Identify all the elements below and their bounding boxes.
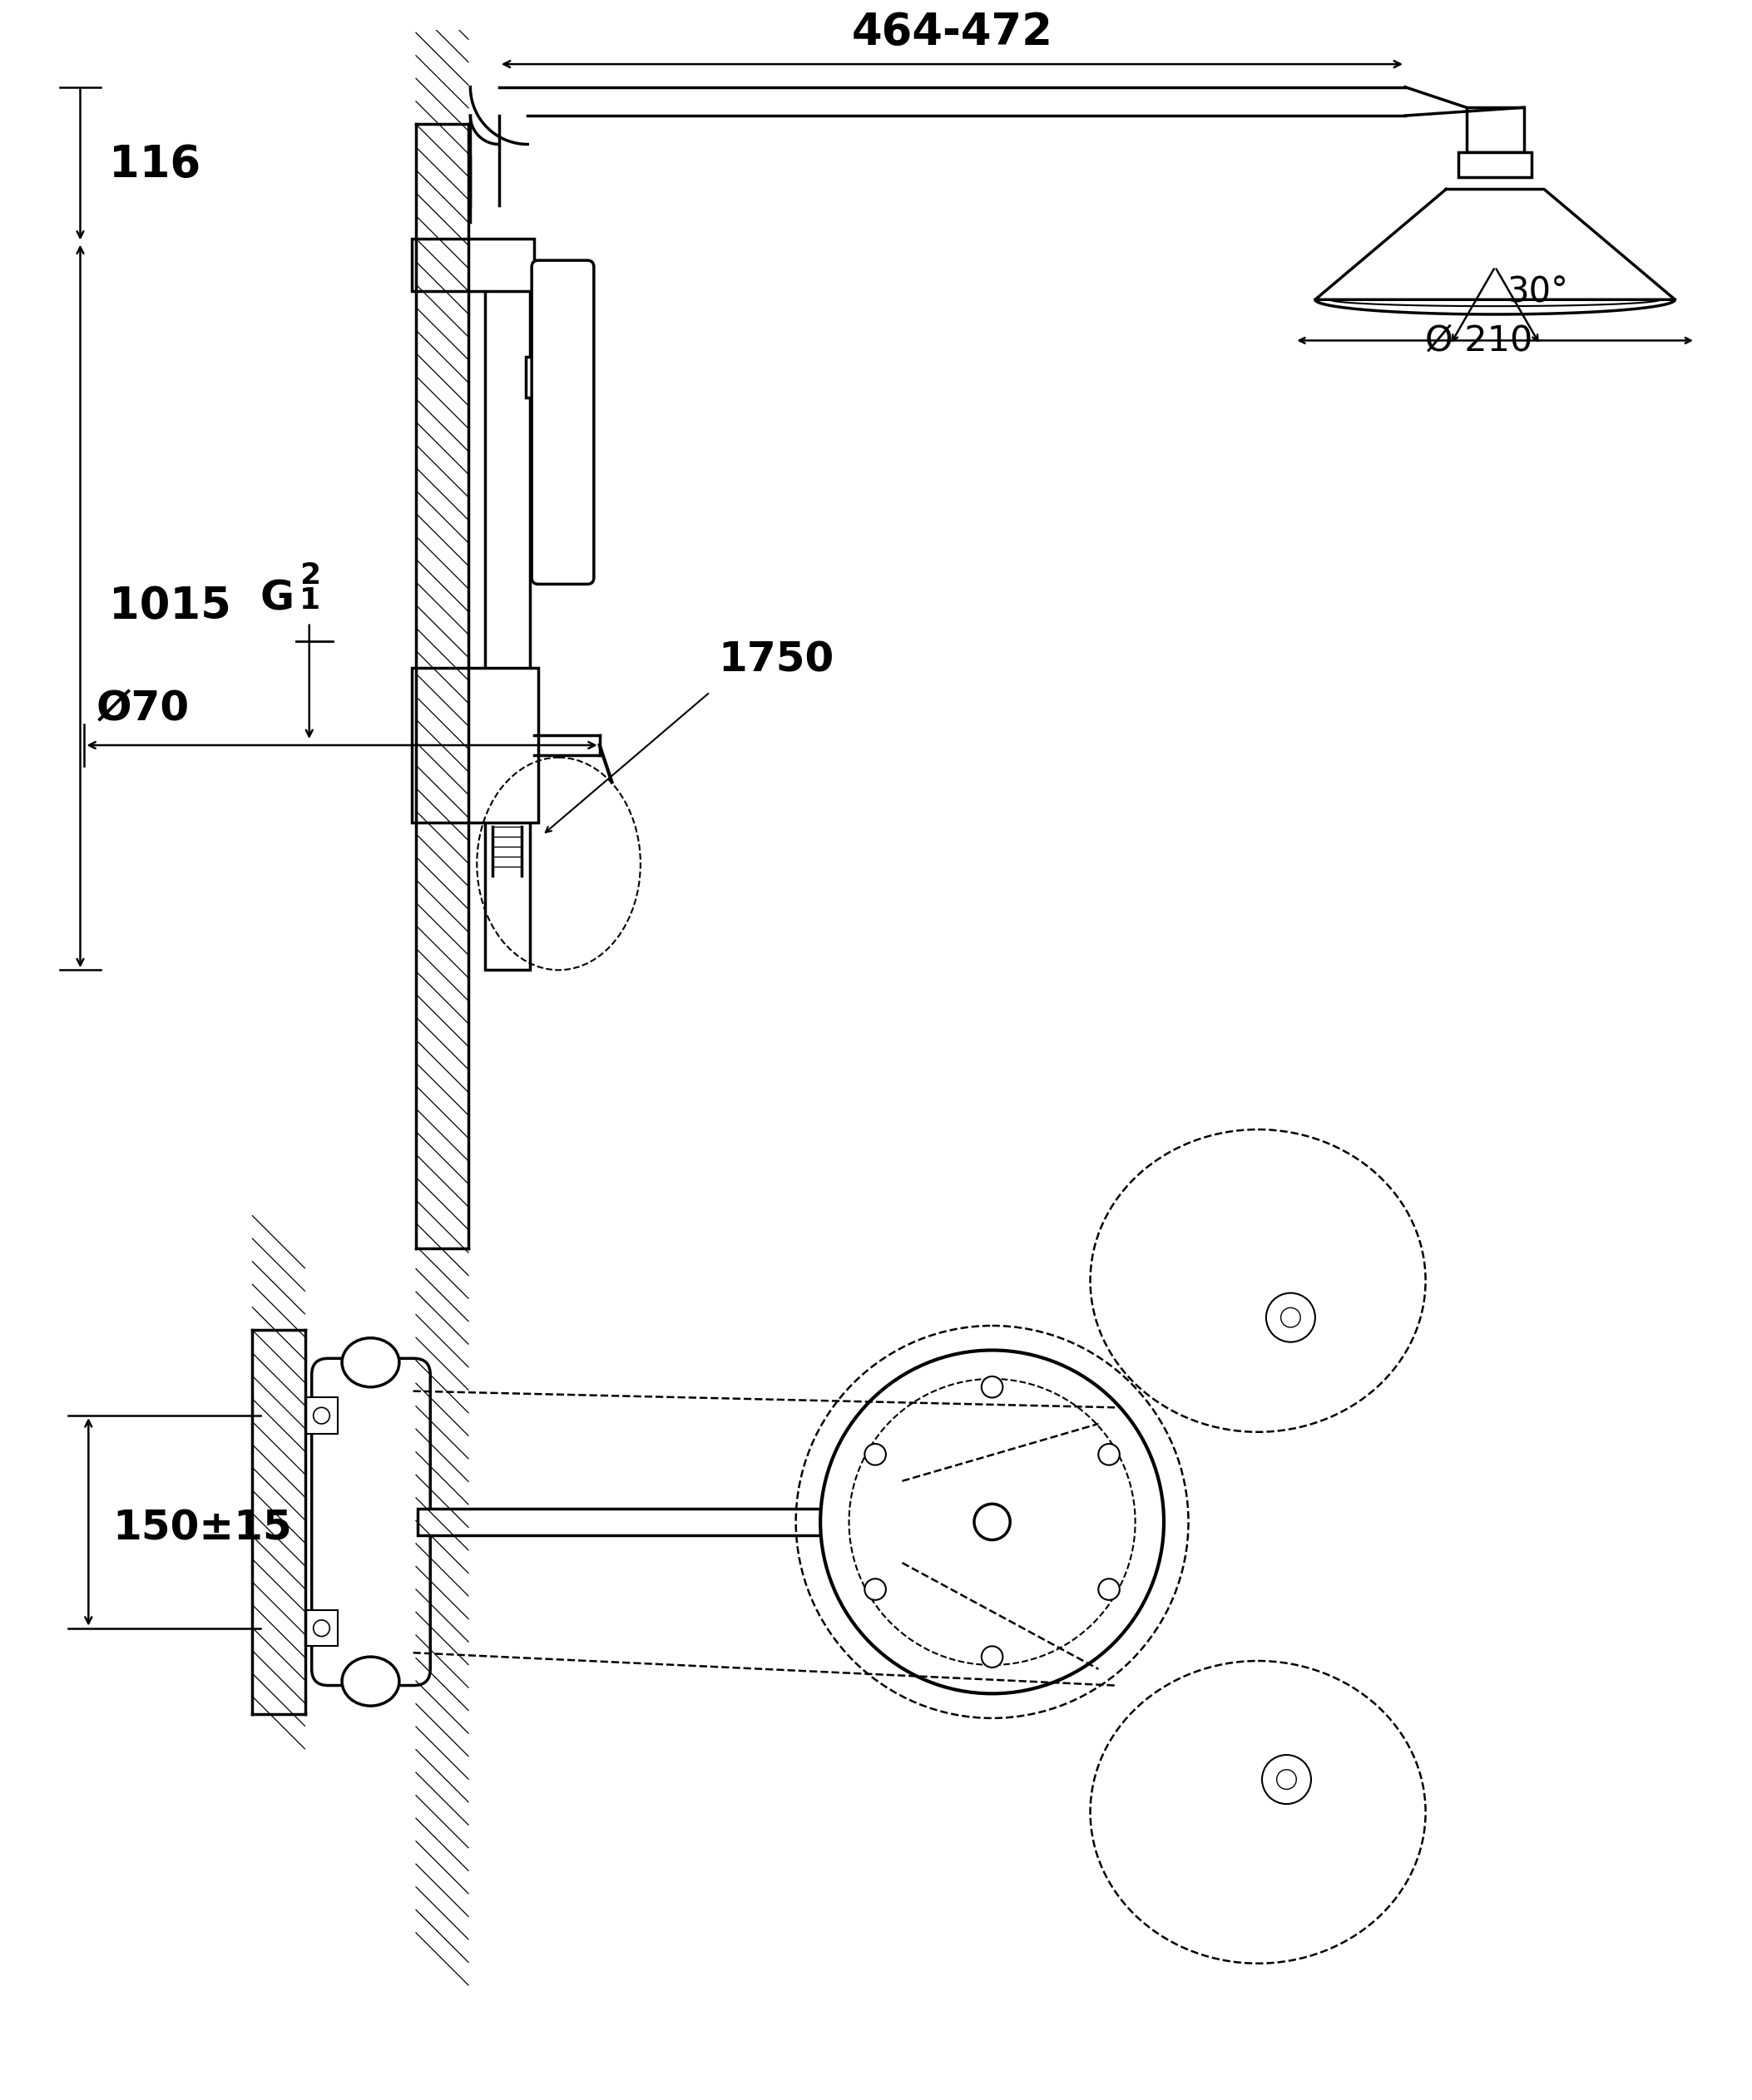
- Circle shape: [981, 1646, 1002, 1667]
- Circle shape: [1261, 1756, 1310, 1804]
- Circle shape: [981, 1376, 1002, 1399]
- Circle shape: [974, 1504, 1011, 1539]
- Text: 464-472: 464-472: [851, 10, 1053, 55]
- Bar: [526, 357, 583, 397]
- Bar: [412, 668, 538, 823]
- Ellipse shape: [342, 1657, 399, 1705]
- Circle shape: [1099, 1579, 1120, 1600]
- Circle shape: [865, 1445, 887, 1466]
- Bar: [305, 1611, 338, 1646]
- Bar: [485, 242, 531, 970]
- Text: G: G: [261, 580, 294, 620]
- FancyBboxPatch shape: [531, 260, 594, 584]
- Circle shape: [865, 1579, 887, 1600]
- Circle shape: [314, 1619, 329, 1636]
- Text: Ø70: Ø70: [96, 689, 189, 729]
- Bar: [1458, 153, 1531, 176]
- Circle shape: [314, 1407, 329, 1424]
- Bar: [1466, 107, 1524, 153]
- Circle shape: [820, 1350, 1163, 1693]
- FancyBboxPatch shape: [312, 1359, 431, 1686]
- Text: 2: 2: [300, 561, 321, 590]
- Bar: [417, 1508, 899, 1535]
- Circle shape: [1099, 1445, 1120, 1466]
- Text: 1015: 1015: [109, 584, 231, 628]
- Text: 116: 116: [109, 143, 201, 187]
- Circle shape: [1267, 1294, 1316, 1342]
- Text: 30°: 30°: [1507, 273, 1568, 309]
- Ellipse shape: [342, 1338, 399, 1386]
- Text: 150±15: 150±15: [112, 1508, 293, 1548]
- Bar: [305, 1399, 338, 1434]
- Bar: [412, 237, 534, 292]
- Text: 1: 1: [300, 586, 321, 615]
- Text: 1750: 1750: [718, 640, 834, 680]
- Text: Ø 210: Ø 210: [1424, 323, 1533, 359]
